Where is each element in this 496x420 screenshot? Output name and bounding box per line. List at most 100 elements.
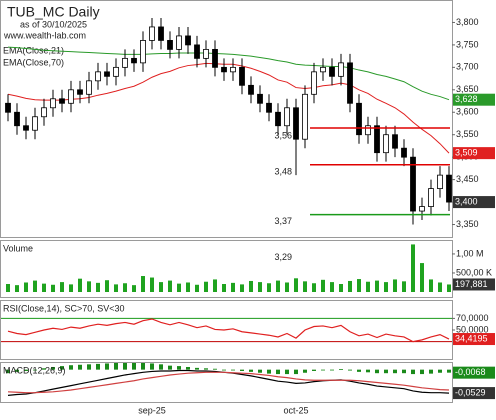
bar <box>168 280 172 292</box>
bar <box>375 369 379 374</box>
last-value-label: 3,628 <box>455 94 478 104</box>
candle-body <box>32 116 38 131</box>
y-tick-label: 70,0000 <box>456 313 489 323</box>
panel-title: MACD(12,26,9) <box>3 365 66 375</box>
bar <box>42 368 46 370</box>
bar <box>168 365 172 370</box>
volume-panel <box>0 240 453 298</box>
bar <box>6 284 10 292</box>
chart-title: TUB_MC Daily <box>7 4 100 20</box>
bar <box>393 369 397 374</box>
candle-body <box>203 48 209 59</box>
bar <box>366 369 370 373</box>
bar <box>6 369 10 374</box>
candle-body <box>284 107 290 127</box>
bar <box>204 368 208 370</box>
bar <box>267 283 271 292</box>
last-value-label: -0,0068 <box>455 367 486 377</box>
bar <box>195 367 199 370</box>
bar <box>222 369 226 371</box>
bar <box>249 280 253 292</box>
bar <box>348 369 352 371</box>
y-tick-label: 3,750 <box>456 39 479 49</box>
candle-body <box>41 107 47 118</box>
bar <box>123 363 127 370</box>
bar <box>330 282 334 292</box>
candle-body <box>194 44 200 59</box>
candle-body <box>77 89 83 95</box>
bar <box>177 283 181 292</box>
bar <box>159 364 163 370</box>
bar <box>87 364 91 370</box>
bar <box>393 279 397 292</box>
annotation: 3,56 <box>274 131 292 141</box>
candle-body <box>59 98 65 104</box>
candle-body <box>131 57 137 64</box>
bar <box>186 366 190 370</box>
bar <box>195 284 199 292</box>
bar <box>96 282 100 292</box>
last-value-box <box>453 93 495 106</box>
last-value-box <box>453 387 495 400</box>
bar <box>267 369 271 374</box>
candle-body <box>86 80 92 95</box>
bar <box>384 282 388 292</box>
y-tick-label: 3,450 <box>456 174 479 184</box>
ema-line <box>7 46 450 101</box>
candle-body <box>113 66 119 77</box>
macd-panel <box>0 362 453 403</box>
candle-body <box>230 66 236 73</box>
bar <box>114 363 118 370</box>
bar <box>213 368 217 370</box>
bar <box>240 369 244 371</box>
annotation: 3,37 <box>274 216 292 226</box>
bar <box>150 363 154 370</box>
panel-title: Volume <box>3 243 33 253</box>
bar <box>24 369 28 371</box>
candle-body <box>176 35 182 50</box>
bar <box>177 366 181 370</box>
bar <box>141 276 145 292</box>
last-value-label: -0,0529 <box>455 387 486 397</box>
candle-body <box>293 107 299 140</box>
bar <box>87 281 91 292</box>
y-tick-label: 3,550 <box>456 129 479 139</box>
bar <box>33 369 37 371</box>
source: www.wealth-lab.com <box>3 30 86 40</box>
candle-body <box>374 125 380 154</box>
bar <box>447 369 451 373</box>
candle-body <box>122 57 128 68</box>
candle-body <box>95 71 101 82</box>
candle-body <box>419 206 425 212</box>
bar <box>357 279 361 292</box>
bar <box>402 281 406 292</box>
y-tick-label: 3,350 <box>456 219 479 229</box>
bar <box>51 366 55 370</box>
bar <box>312 369 316 371</box>
bar <box>186 282 190 292</box>
last-value-box <box>453 147 495 160</box>
panel-title: RSI(Close,14), SC>70, SV<30 <box>3 303 125 313</box>
bar <box>384 369 388 374</box>
last-value-label: 197,881 <box>455 279 488 289</box>
bar <box>375 280 379 292</box>
legend-entry: EMA(Close,70) <box>3 57 64 67</box>
candle-body <box>239 66 245 86</box>
bar <box>339 369 343 371</box>
y-tick-label: 3,700 <box>456 62 479 72</box>
bar <box>78 278 82 292</box>
y-tick-label: 1,00 M <box>456 248 484 258</box>
candle-body <box>392 134 398 149</box>
bar <box>240 284 244 292</box>
candle-body <box>266 102 272 113</box>
bar <box>402 369 406 374</box>
y-tick-label: 3,600 <box>456 107 479 117</box>
bar <box>294 369 298 375</box>
bar <box>258 282 262 292</box>
bar <box>24 282 28 292</box>
bar <box>348 280 352 292</box>
bar <box>105 363 109 370</box>
bar <box>60 282 64 292</box>
bar <box>249 369 253 372</box>
bar <box>15 285 19 292</box>
